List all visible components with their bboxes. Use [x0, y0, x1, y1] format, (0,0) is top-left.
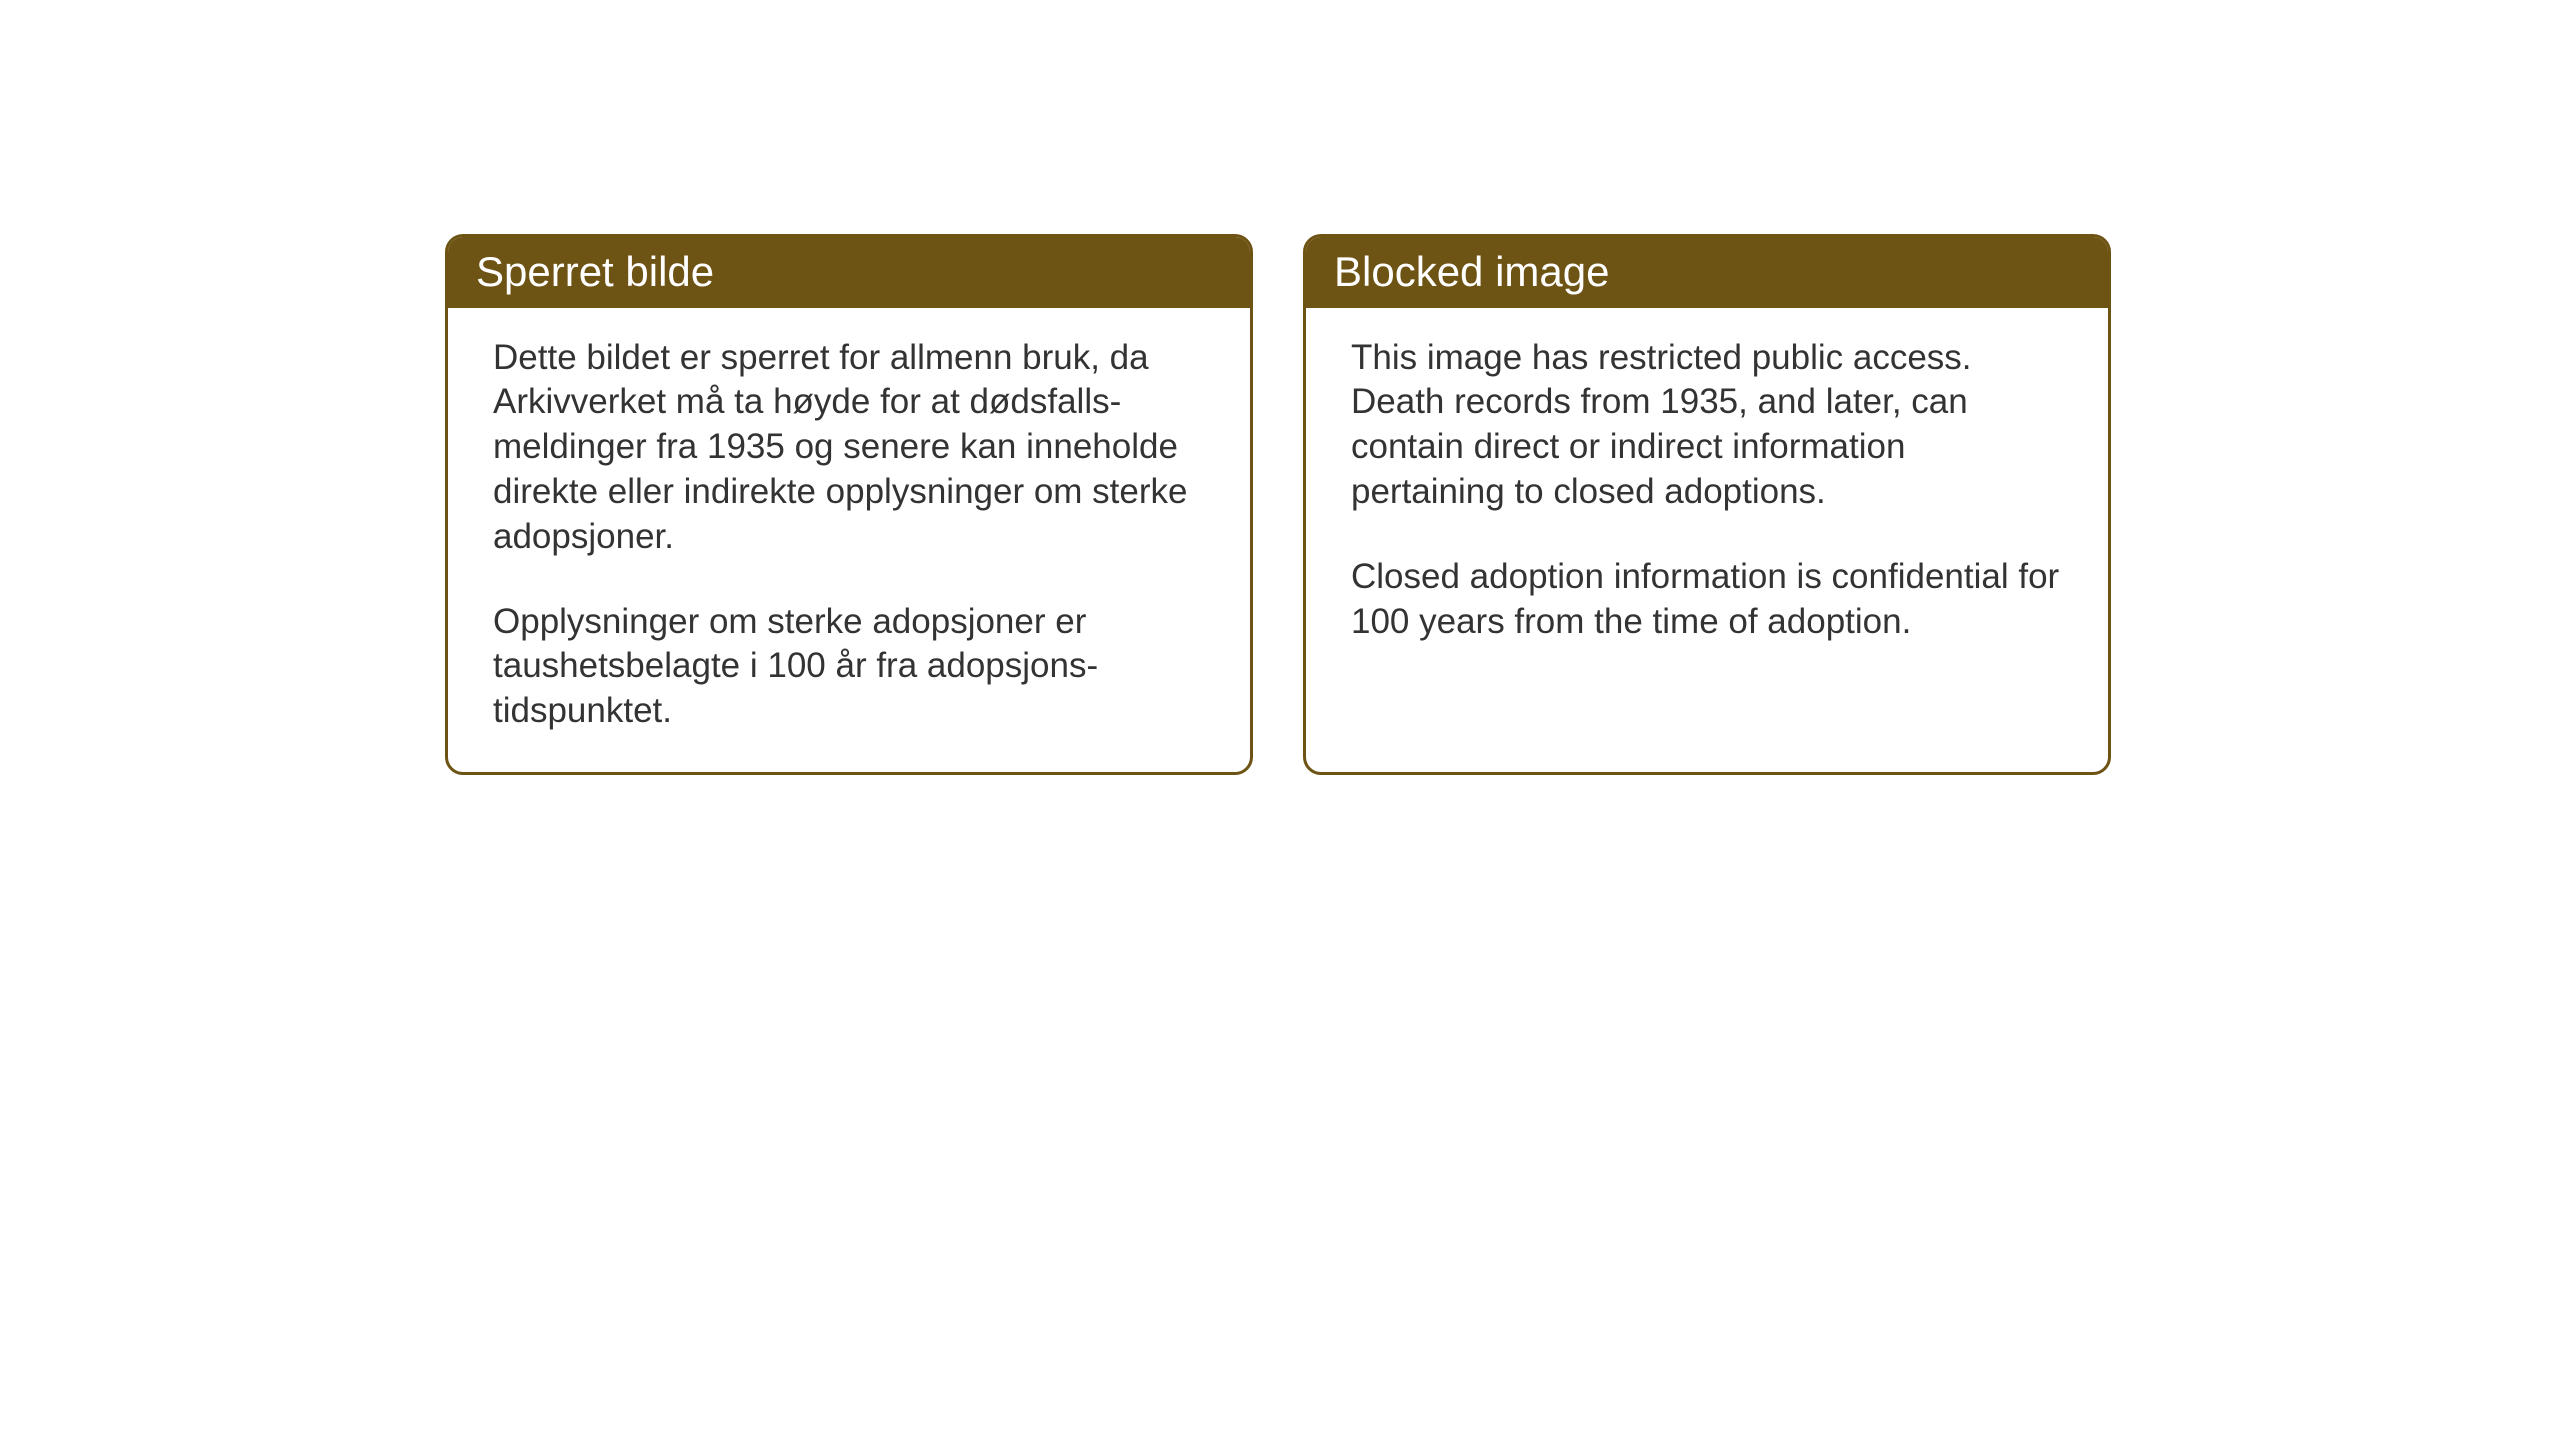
card-body-norwegian: Dette bildet er sperret for allmenn bruk… [448, 308, 1250, 772]
notice-card-norwegian: Sperret bilde Dette bildet er sperret fo… [445, 234, 1253, 775]
card-text-paragraph: Closed adoption information is confident… [1351, 555, 2063, 645]
card-text-paragraph: Dette bildet er sperret for allmenn bruk… [493, 336, 1205, 560]
card-body-english: This image has restricted public access.… [1306, 308, 2108, 683]
card-header-english: Blocked image [1306, 237, 2108, 308]
notice-card-english: Blocked image This image has restricted … [1303, 234, 2111, 775]
card-text-paragraph: This image has restricted public access.… [1351, 336, 2063, 515]
card-header-norwegian: Sperret bilde [448, 237, 1250, 308]
notice-cards-container: Sperret bilde Dette bildet er sperret fo… [445, 234, 2111, 775]
card-text-paragraph: Opplysninger om sterke adopsjoner er tau… [493, 600, 1205, 734]
